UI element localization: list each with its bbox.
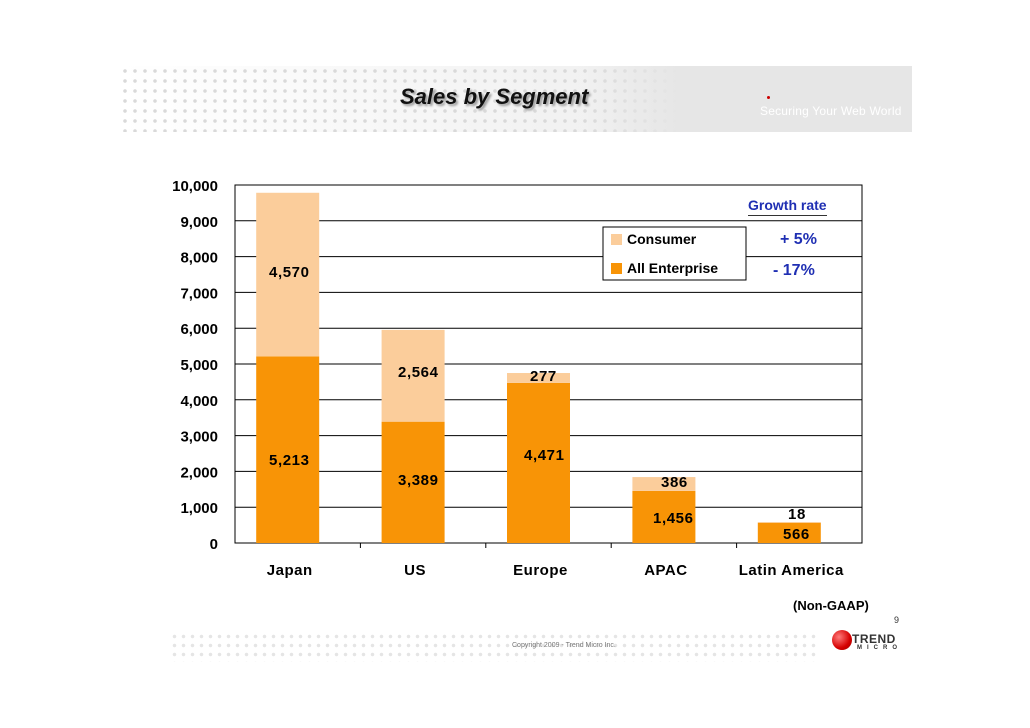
y-tick-label: 2,000: [180, 464, 218, 481]
y-tick-label: 10,000: [172, 178, 218, 195]
x-tick-label: US: [404, 562, 426, 579]
data-label-enterprise: 5,213: [269, 452, 310, 469]
bar-enterprise: [757, 522, 821, 543]
data-label-consumer: 4,570: [269, 264, 310, 281]
data-label-consumer: 386: [661, 474, 688, 491]
trend-micro-logo-icon: [832, 630, 852, 650]
legend-label-enterprise: All Enterprise: [627, 260, 718, 276]
growth-rate-title: Growth rate: [748, 197, 827, 216]
bar-consumer: [256, 192, 320, 357]
y-tick-label: 3,000: [180, 429, 218, 446]
y-tick-label: 0: [210, 536, 218, 553]
y-tick-label: 1,000: [180, 500, 218, 517]
header-band: [120, 66, 912, 132]
legend-label-consumer: Consumer: [627, 231, 697, 247]
y-tick-label: 4,000: [180, 393, 218, 410]
legend-swatch-consumer: [611, 234, 622, 245]
x-tick-label: APAC: [644, 562, 687, 579]
bar-enterprise: [256, 356, 320, 543]
bar-consumer: [507, 373, 570, 383]
data-label-enterprise: 1,456: [653, 510, 694, 527]
growth-rate-enterprise: - 17%: [773, 262, 815, 279]
y-tick-label: 9,000: [180, 214, 218, 231]
data-label-enterprise: 566: [783, 526, 810, 543]
bar-consumer: [632, 477, 696, 491]
data-label-enterprise: 3,389: [398, 472, 439, 489]
page-number: 9: [894, 615, 900, 625]
bar-enterprise: [507, 382, 570, 543]
x-tick-label: Japan: [267, 562, 313, 579]
bar-enterprise: [381, 421, 445, 543]
footer-band: [170, 632, 820, 662]
tagline-dot: [767, 96, 770, 99]
slide-title: Sales by Segment: [400, 84, 589, 109]
x-tick-label: Latin America: [739, 562, 844, 579]
x-tick-label: Europe: [513, 562, 568, 579]
copyright-text: Copyright 2009 - Trend Micro Inc.: [512, 642, 616, 649]
data-label-consumer: 277: [530, 368, 557, 385]
logo-text-trend: TREND: [852, 632, 896, 646]
data-label-consumer: 2,564: [398, 364, 439, 381]
legend-box: [602, 226, 747, 281]
legend-swatch-enterprise: [611, 263, 622, 274]
bar-enterprise: [632, 490, 696, 543]
data-label-enterprise: 4,471: [524, 447, 565, 464]
y-tick-label: 7,000: [180, 285, 218, 302]
logo-text-micro: MICRO: [857, 645, 902, 651]
y-tick-label: 6,000: [180, 321, 218, 338]
growth-rate-consumer: + 5%: [780, 231, 817, 248]
non-gaap-note: (Non-GAAP): [793, 598, 869, 613]
bar-consumer: [757, 522, 821, 523]
y-tick-label: 8,000: [180, 250, 218, 267]
bar-consumer: [381, 329, 445, 422]
y-tick-label: 5,000: [180, 357, 218, 374]
tagline: Securing Your Web World: [760, 104, 902, 118]
data-label-consumer: 18: [788, 506, 806, 523]
